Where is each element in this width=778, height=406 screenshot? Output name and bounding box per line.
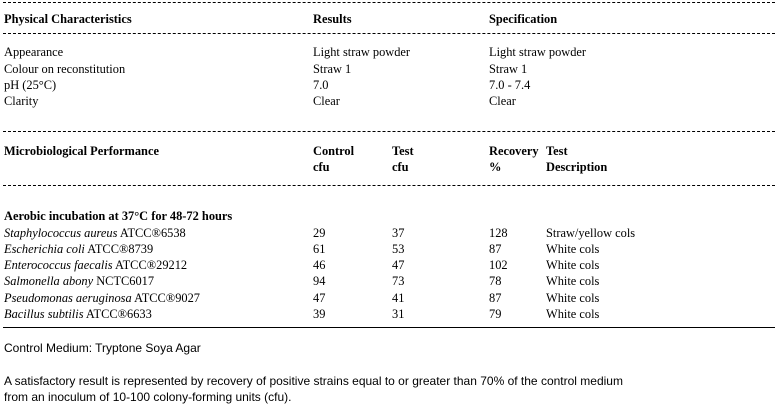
physical-row-name: Colour on reconstitution	[4, 62, 126, 76]
colony-description: White cols	[546, 274, 600, 288]
test-cfu: 47	[392, 258, 405, 272]
physical-row-result: Clear	[313, 94, 340, 108]
top-rule	[3, 2, 775, 3]
colony-description: White cols	[546, 291, 600, 305]
physical-row-result: 7.0	[313, 78, 329, 92]
micro-header-control: Control	[313, 144, 355, 158]
physical-row-name: pH (25°C)	[4, 78, 57, 92]
control-medium-note: Control Medium: Tryptone Soya Agar	[4, 341, 201, 355]
criterion-note-line2: from an inoculum of 10-100 colony-formin…	[4, 390, 292, 404]
micro-header-description: Description	[546, 160, 608, 174]
physical-row-result: Light straw powder	[313, 45, 411, 59]
colony-description: White cols	[546, 258, 600, 272]
micro-header-description-top: Test	[546, 144, 568, 158]
recovery-percent: 87	[489, 291, 502, 305]
micro-header-test-unit: cfu	[392, 160, 409, 174]
recovery-percent: 128	[489, 226, 508, 240]
strain-code: ATCC®9027	[131, 291, 200, 305]
test-cfu: 53	[392, 242, 405, 256]
control-cfu: 94	[313, 274, 326, 288]
recovery-percent: 102	[489, 258, 508, 272]
physical-row-spec: Clear	[489, 94, 516, 108]
table-row-organism: Escherichia coli ATCC®8739	[4, 241, 153, 257]
organism-name: Bacillus subtilis	[4, 307, 84, 321]
incubation-section-title: Aerobic incubation at 37°C for 48-72 hou…	[4, 209, 233, 223]
strain-code: ATCC®29212	[112, 258, 188, 272]
physical-row-result: Straw 1	[313, 62, 352, 76]
physical-row-name: Clarity	[4, 94, 39, 108]
organism-name: Staphylococcus aureus	[4, 226, 118, 240]
micro-header-recovery-unit: %	[489, 160, 502, 174]
recovery-percent: 79	[489, 307, 502, 321]
recovery-percent: 87	[489, 242, 502, 256]
colony-description: Straw/yellow cols	[546, 226, 636, 240]
strain-code: ATCC®8739	[84, 242, 154, 256]
strain-code: NCTC6017	[93, 274, 155, 288]
physical-header-characteristic: Physical Characteristics	[4, 12, 132, 26]
physical-header-rule	[3, 33, 775, 34]
physical-row-spec: Straw 1	[489, 62, 528, 76]
table-row-organism: Pseudomonas aeruginosa ATCC®9027	[4, 290, 200, 306]
section-divider-rule	[3, 131, 775, 132]
test-cfu: 73	[392, 274, 405, 288]
table-row-organism: Salmonella abony NCTC6017	[4, 273, 154, 289]
organism-name: Escherichia coli	[4, 242, 85, 256]
physical-row-spec: 7.0 - 7.4	[489, 78, 531, 92]
control-cfu: 61	[313, 242, 326, 256]
physical-row-spec: Light straw powder	[489, 45, 587, 59]
physical-header-specification: Specification	[489, 12, 558, 26]
control-cfu: 46	[313, 258, 326, 272]
test-cfu: 31	[392, 307, 405, 321]
micro-header-title: Microbiological Performance	[4, 144, 159, 158]
colony-description: White cols	[546, 307, 600, 321]
table-row-organism: Staphylococcus aureus ATCC®6538	[4, 225, 186, 241]
control-cfu: 39	[313, 307, 326, 321]
organism-name: Salmonella abony	[4, 274, 94, 288]
micro-header-rule	[3, 185, 775, 186]
test-cfu: 37	[392, 226, 405, 240]
table-bottom-rule	[3, 327, 775, 328]
organism-name: Enterococcus faecalis	[4, 258, 113, 272]
criterion-note-line1: A satisfactory result is represented by …	[4, 374, 623, 388]
recovery-percent: 78	[489, 274, 502, 288]
organism-name: Pseudomonas aeruginosa	[4, 291, 132, 305]
micro-header-control-unit: cfu	[313, 160, 330, 174]
physical-header-results: Results	[313, 12, 352, 26]
colony-description: White cols	[546, 242, 600, 256]
test-cfu: 41	[392, 291, 405, 305]
table-row-organism: Enterococcus faecalis ATCC®29212	[4, 257, 187, 273]
control-cfu: 47	[313, 291, 326, 305]
micro-header-test: Test	[392, 144, 414, 158]
strain-code: ATCC®6538	[117, 226, 186, 240]
table-row-organism: Bacillus subtilis ATCC®6633	[4, 306, 152, 322]
physical-row-name: Appearance	[4, 45, 64, 59]
strain-code: ATCC®6633	[83, 307, 152, 321]
micro-header-recovery: Recovery	[489, 144, 539, 158]
control-cfu: 29	[313, 226, 326, 240]
